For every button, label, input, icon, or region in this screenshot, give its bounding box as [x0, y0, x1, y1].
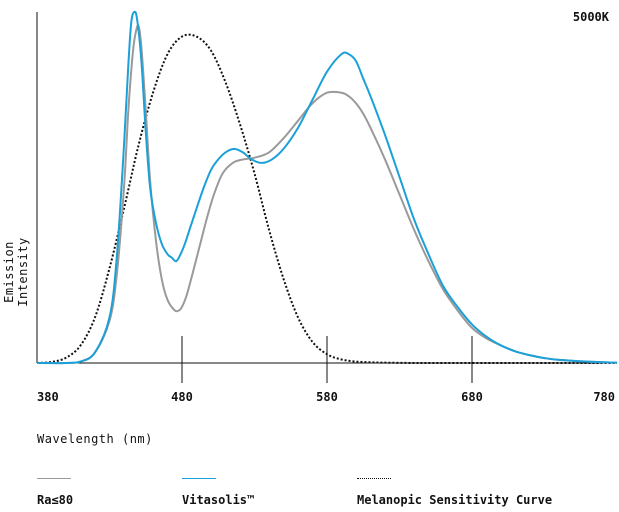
- series-line-2: [36, 33, 617, 365]
- legend-swatch-ra80: [37, 478, 71, 479]
- legend-item-vitasolis: Vitasolis™: [182, 478, 254, 507]
- series-layer: [36, 10, 618, 365]
- x-tick-marks: [181, 336, 473, 383]
- x-tick-label: 780: [593, 390, 615, 404]
- cct-badge: 5000K: [572, 10, 609, 24]
- legend-label-vitasolis: Vitasolis™: [182, 493, 255, 507]
- legend-swatch-melanopic: [357, 478, 391, 479]
- legend-label-ra80: Ra≤80: [37, 493, 74, 507]
- series-line-0: [36, 24, 618, 365]
- x-axis-label: Wavelength (nm): [37, 432, 153, 446]
- series-line-1: [36, 10, 618, 365]
- y-axis-label: Emission Intensity: [2, 237, 30, 307]
- x-tick-label: 380: [37, 390, 59, 404]
- legend-item-ra80: Ra≤80: [37, 478, 73, 507]
- x-tick-label: 480: [171, 390, 193, 404]
- legend-swatch-vitasolis: [182, 478, 216, 479]
- x-tick-label: 580: [316, 390, 338, 404]
- legend-item-melanopic: Melanopic Sensitivity Curve: [357, 478, 552, 507]
- legend-label-melanopic: Melanopic Sensitivity Curve: [357, 493, 553, 507]
- x-tick-label: 680: [461, 390, 483, 404]
